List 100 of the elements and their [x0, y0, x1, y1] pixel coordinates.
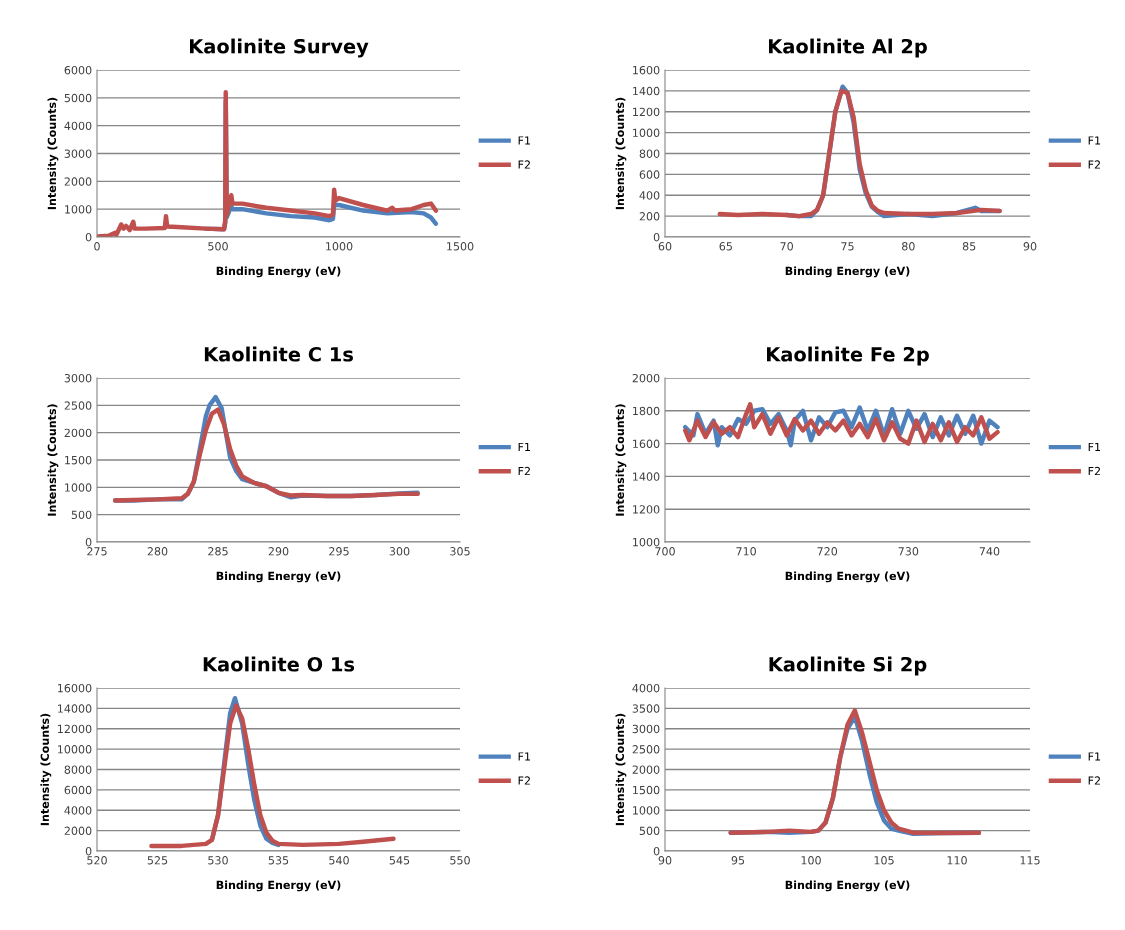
y-axis-title: Intensity (Counts) [40, 713, 52, 826]
y-tick-label: 6000 [64, 785, 92, 795]
y-tick-label: 3000 [64, 373, 92, 383]
y-tick-label: 6000 [64, 65, 92, 75]
y-tick-label: 1000 [633, 537, 660, 547]
y-tick-label: 1000 [633, 806, 660, 815]
y-axis-title: Intensity (Counts) [47, 404, 59, 516]
y-tick-label: 5000 [64, 93, 92, 103]
y-tick-label: 2500 [632, 745, 660, 754]
chart-title: Kaolinite Al 2p [769, 38, 927, 58]
legend-label: F2 [1088, 776, 1100, 785]
x-tick-label: 285 [208, 547, 228, 556]
y-tick-label: 3000 [632, 724, 660, 734]
x-axis-title: Binding Energy (eV) [216, 880, 341, 892]
y-tick-label: 2000 [632, 765, 660, 774]
legend-label: F2 [1088, 160, 1100, 169]
y-tick-label: 0 [653, 846, 660, 856]
x-tick-label: 60 [658, 242, 672, 251]
legend-label: F2 [1088, 466, 1100, 476]
x-tick-label: 1000 [326, 242, 353, 251]
legend-label: F2 [518, 466, 530, 476]
chart-title: Kaolinite Survey [189, 38, 369, 58]
legend-label: F1 [1088, 442, 1101, 452]
y-tick-label: 800 [639, 149, 660, 158]
x-tick-label: 535 [268, 856, 289, 865]
y-tick-label: 2000 [632, 373, 660, 383]
x-tick-label: 85 [962, 242, 976, 251]
x-tick-label: 100 [801, 856, 821, 865]
x-tick-label: 550 [450, 856, 470, 865]
y-tick-label: 600 [639, 170, 660, 179]
y-tick-label: 2000 [64, 826, 92, 835]
y-tick-label: 1200 [633, 107, 660, 117]
y-tick-label: 1600 [633, 65, 660, 75]
y-tick-label: 1200 [633, 505, 660, 514]
legend-label: F1 [1088, 136, 1101, 145]
y-tick-label: 1000 [65, 483, 92, 492]
x-tick-label: 740 [979, 547, 1000, 556]
y-tick-label: 2000 [64, 428, 92, 438]
y-tick-label: 1000 [633, 128, 660, 137]
y-tick-label: 0 [85, 846, 92, 856]
y-tick-label: 400 [639, 191, 660, 200]
x-tick-label: 275 [87, 547, 107, 556]
x-tick-label: 540 [329, 856, 349, 865]
x-tick-label: 90 [1023, 242, 1037, 251]
y-tick-label: 14000 [58, 704, 92, 713]
y-tick-label: 1500 [65, 455, 92, 465]
y-tick-label: 200 [639, 212, 660, 221]
x-tick-label: 305 [450, 547, 470, 556]
y-tick-label: 4000 [632, 683, 660, 693]
chart-title: Kaolinite O 1s [203, 656, 355, 672]
y-tick-label: 1400 [633, 472, 660, 481]
x-tick-label: 70 [780, 242, 793, 251]
x-tick-label: 545 [389, 856, 410, 865]
x-tick-label: 525 [147, 856, 168, 865]
x-tick-label: 1500 [447, 242, 474, 251]
x-tick-label: 105 [874, 856, 894, 865]
x-tick-label: 80 [902, 242, 915, 251]
x-tick-label: 530 [208, 856, 228, 865]
y-axis-title: Intensity (Counts) [615, 404, 627, 516]
legend-label: F1 [518, 752, 530, 761]
line-series [717, 88, 1002, 219]
x-tick-label: 75 [841, 242, 854, 251]
x-tick-label: 65 [719, 242, 732, 251]
y-tick-label: 1400 [633, 86, 660, 96]
y-tick-label: 0 [85, 232, 92, 242]
x-tick-label: 700 [655, 547, 675, 556]
x-tick-label: 290 [268, 547, 289, 556]
line-series [149, 703, 396, 849]
y-tick-label: 3000 [64, 149, 92, 158]
y-tick-label: 1500 [633, 785, 660, 795]
x-axis-title: Binding Energy (eV) [216, 571, 341, 583]
x-tick-label: 300 [389, 547, 410, 556]
legend-label: F1 [518, 442, 530, 452]
legend-label: F1 [518, 136, 530, 145]
y-tick-label: 0 [653, 232, 660, 242]
x-tick-label: 295 [329, 547, 349, 556]
y-tick-label: 12000 [58, 724, 92, 734]
x-axis-title: Binding Energy (eV) [785, 266, 910, 278]
x-tick-label: 110 [947, 856, 967, 865]
y-axis-title: Intensity (Counts) [615, 713, 627, 826]
line-series [97, 90, 439, 237]
y-tick-label: 2000 [64, 177, 92, 186]
y-tick-label: 3500 [632, 704, 660, 713]
y-tick-label: 0 [85, 537, 92, 547]
legend-label: F1 [1088, 752, 1101, 761]
x-tick-label: 95 [731, 856, 745, 865]
x-tick-label: 520 [87, 856, 107, 865]
legend-label: F2 [518, 776, 530, 785]
x-axis-title: Binding Energy (eV) [216, 266, 341, 278]
y-tick-label: 1600 [633, 439, 660, 448]
y-tick-label: 4000 [64, 121, 92, 131]
y-axis-title: Intensity (Counts) [47, 97, 59, 210]
y-axis-title: Intensity (Counts) [615, 97, 627, 210]
x-tick-label: 115 [1020, 856, 1040, 865]
chart-title: Kaolinite Fe 2p [767, 346, 929, 366]
chart-title: Kaolinite Si 2p [769, 656, 927, 676]
x-axis-title: Binding Energy (eV) [785, 880, 910, 892]
x-tick-label: 500 [208, 242, 228, 251]
y-tick-label: 2500 [64, 401, 92, 410]
x-tick-label: 280 [147, 547, 168, 556]
